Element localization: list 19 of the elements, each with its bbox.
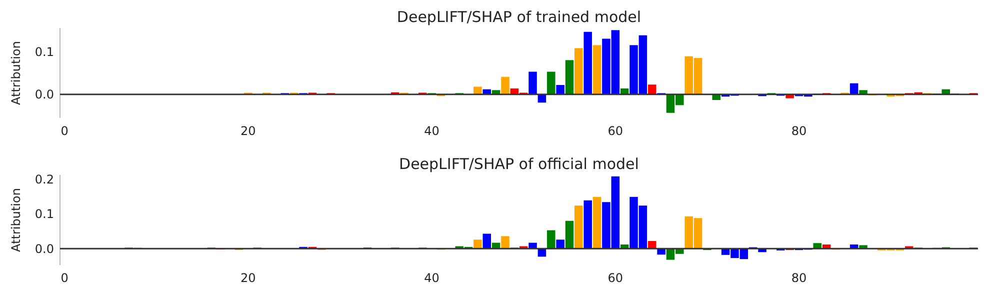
x-tick-label: 40 xyxy=(424,271,440,285)
x-tick-label: 40 xyxy=(424,124,440,138)
x-tick-label: 60 xyxy=(608,271,624,285)
x-tick-label: 60 xyxy=(608,124,624,138)
x-tick-label: 20 xyxy=(240,271,256,285)
chart-title: DeepLIFT/SHAP of trained model xyxy=(396,8,642,26)
chart-title: DeepLIFT/SHAP of official model xyxy=(399,155,639,173)
x-tick-label: 0 xyxy=(60,271,68,285)
x-tick-label: 80 xyxy=(791,271,807,285)
x-tick-label: 80 xyxy=(791,124,807,138)
y-tick-label: 0.1 xyxy=(34,207,54,222)
x-tick-label: 20 xyxy=(240,124,256,138)
y-axis-title: Attribution xyxy=(9,188,23,252)
y-axis-title: Attribution xyxy=(9,41,23,105)
y-tick-label: 0.2 xyxy=(34,172,54,186)
y-tick-label: 0.0 xyxy=(34,88,54,102)
y-tick-label: 0.0 xyxy=(34,242,54,256)
x-tick-label: 0 xyxy=(60,124,68,138)
y-tick-label: 0.1 xyxy=(34,44,54,59)
